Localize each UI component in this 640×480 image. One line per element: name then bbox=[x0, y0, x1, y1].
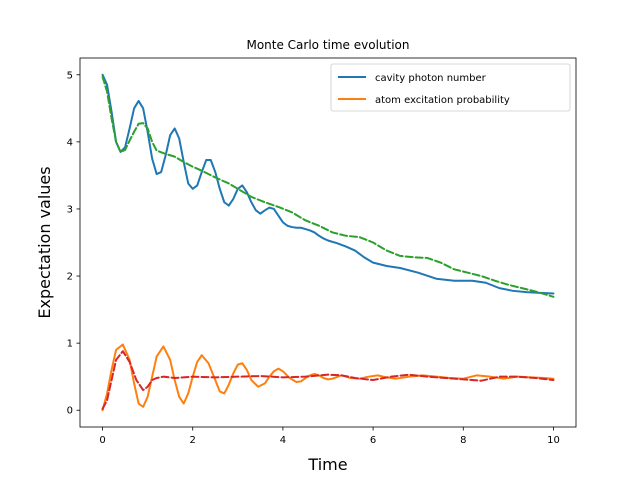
x-tick-label: 8 bbox=[460, 435, 466, 446]
series-line-2 bbox=[101, 75, 555, 298]
legend: cavity photon number atom excitation pro… bbox=[330, 63, 571, 112]
chart-title: Monte Carlo time evolution bbox=[246, 38, 409, 52]
legend-label-atom: atom excitation probability bbox=[375, 95, 510, 106]
x-tick-label: 0 bbox=[99, 435, 105, 446]
series-line-1 bbox=[101, 343, 555, 412]
axis-ticks: 0 2 4 6 8 10 0 1 2 3 4 5 bbox=[67, 70, 560, 446]
x-tick-label: 4 bbox=[280, 435, 286, 446]
x-axis-label: Time bbox=[307, 455, 347, 474]
x-tick-label: 10 bbox=[547, 435, 560, 446]
y-tick-label: 0 bbox=[67, 406, 73, 417]
y-tick-label: 4 bbox=[67, 137, 73, 148]
legend-box bbox=[330, 63, 571, 112]
series-line-3 bbox=[101, 350, 555, 410]
x-tick-label: 2 bbox=[190, 435, 196, 446]
y-tick-label: 5 bbox=[67, 70, 73, 81]
legend-label-cavity: cavity photon number bbox=[375, 73, 487, 84]
series-lines bbox=[101, 73, 555, 412]
series-line-0 bbox=[101, 73, 555, 295]
x-tick-label: 6 bbox=[370, 435, 376, 446]
y-tick-label: 1 bbox=[67, 339, 73, 350]
y-tick-label: 3 bbox=[67, 204, 73, 215]
y-axis-label: Expectation values bbox=[35, 166, 54, 318]
y-tick-label: 2 bbox=[67, 272, 73, 283]
axes-frame bbox=[79, 57, 577, 428]
